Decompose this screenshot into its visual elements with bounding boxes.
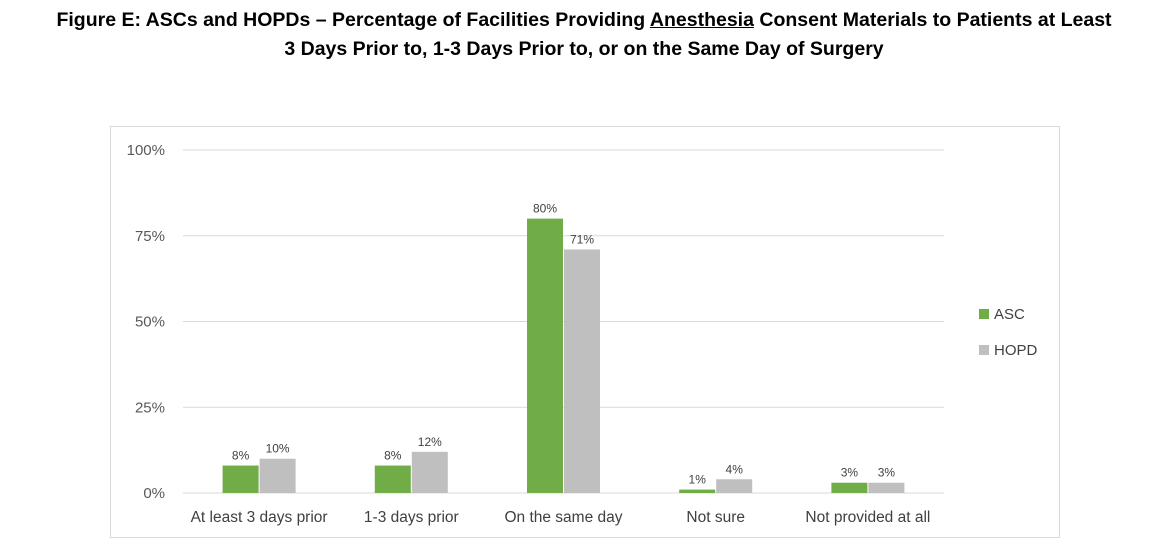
x-category-label-3: Not sure: [686, 509, 745, 526]
bar-asc-2: [527, 218, 563, 493]
data-label-hopd-1: 12%: [418, 435, 442, 449]
data-label-asc-0: 8%: [232, 449, 250, 463]
title-prefix: Figure E: ASCs and HOPDs – Percentage of…: [56, 9, 650, 31]
legend-swatch-asc: [979, 309, 989, 319]
y-tick-label-25: 25%: [135, 399, 165, 416]
y-tick-label-100: 100%: [127, 142, 165, 159]
chart-title-line1: Figure E: ASCs and HOPDs – Percentage of…: [0, 6, 1168, 35]
x-category-label-1: 1-3 days prior: [364, 509, 459, 526]
bar-hopd-4: [868, 482, 905, 493]
bar-asc-0: [222, 465, 259, 493]
chart-title-line2: 3 Days Prior to, 1-3 Days Prior to, or o…: [284, 38, 884, 60]
x-category-label-2: On the same day: [504, 509, 622, 526]
y-tick-label-50: 50%: [135, 314, 165, 331]
bar-asc-1: [374, 465, 411, 493]
data-label-hopd-2: 71%: [570, 232, 594, 246]
data-label-asc-4: 3%: [841, 466, 859, 480]
y-tick-label-75: 75%: [135, 228, 165, 245]
bar-hopd-0: [259, 458, 296, 493]
x-category-label-0: At least 3 days prior: [191, 509, 328, 526]
legend-label-asc: ASC: [994, 306, 1025, 323]
bar-asc-3: [679, 489, 716, 493]
bar-asc-4: [831, 482, 868, 493]
data-label-asc-2: 80%: [533, 202, 557, 216]
bar-hopd-3: [716, 479, 753, 493]
chart-title: Figure E: ASCs and HOPDs – Percentage of…: [0, 6, 1168, 64]
bar-chart: 0% 25% 50% 75% 100% 8% 10% At least 3 days prio…: [127, 142, 1038, 526]
legend-label-hopd: HOPD: [994, 342, 1038, 359]
data-label-asc-3: 1%: [689, 473, 707, 487]
legend-swatch-hopd: [979, 345, 989, 355]
chart-area: 0% 25% 50% 75% 100% 8% 10% At least 3 days prio…: [110, 126, 1060, 538]
data-label-hopd-0: 10%: [266, 442, 290, 456]
data-label-hopd-3: 4%: [726, 462, 744, 476]
data-label-hopd-4: 3%: [878, 466, 896, 480]
title-underlined-word: Anesthesia: [649, 9, 754, 31]
bar-hopd-2: [564, 249, 600, 493]
title-suffix: Consent Materials to Patients at Least: [753, 9, 1112, 31]
bar-hopd-1: [411, 451, 448, 493]
y-tick-label-0: 0%: [143, 485, 165, 502]
data-label-asc-1: 8%: [384, 449, 402, 463]
x-category-label-4: Not provided at all: [805, 509, 930, 526]
